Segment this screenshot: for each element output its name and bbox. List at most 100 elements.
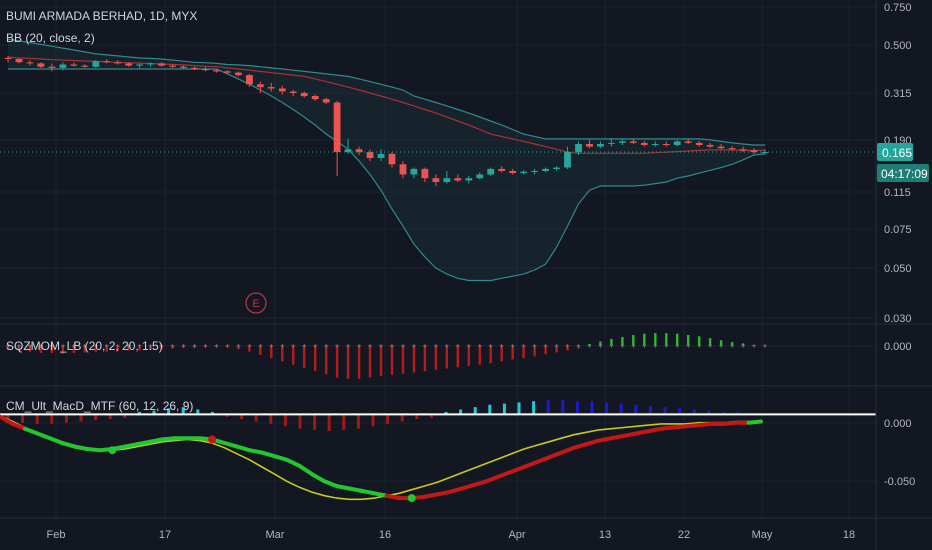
macd-axis[interactable]: 0.000 -0.050	[884, 418, 915, 488]
candle-body	[300, 93, 308, 97]
sqz-cross: +	[455, 341, 460, 350]
candle-body	[267, 87, 275, 89]
macd-line-segment	[546, 450, 564, 460]
macd-line-segment	[147, 437, 165, 444]
earnings-marker[interactable]: E	[245, 292, 267, 314]
sqz-bar	[292, 345, 295, 365]
candle-body	[311, 96, 319, 100]
macd-histogram-bar	[327, 414, 331, 431]
candle-body	[4, 58, 12, 59]
time-tick: May	[752, 529, 773, 541]
macd-histogram-bar	[400, 414, 404, 422]
sqz-legend[interactable]: SQZMOM_LB (20, 2, 20, 1.5)	[6, 339, 163, 353]
sqz-bar	[368, 345, 372, 378]
sqz-cross: +	[115, 341, 120, 350]
sqz-cross: +	[61, 341, 66, 350]
sqz-bar	[708, 338, 712, 346]
sqz-bar	[149, 345, 152, 350]
sqz-bar	[478, 345, 481, 365]
sqz-bar	[445, 345, 448, 369]
sqz-bar	[533, 345, 536, 357]
sqz-bar	[28, 345, 32, 352]
sqz-bar	[226, 345, 229, 348]
macd-histogram-bar	[35, 414, 39, 424]
candle-body	[333, 102, 341, 153]
macd-histogram-bar	[561, 400, 565, 415]
candle-body	[256, 84, 264, 88]
macd-histogram-bar	[415, 414, 419, 420]
time-axis[interactable]: Feb 17 Mar 16 Apr 13 22 May 18	[47, 529, 856, 541]
candle-body	[586, 144, 593, 147]
candle-body	[717, 146, 725, 149]
candle-body	[103, 61, 111, 63]
sqz-cross: +	[642, 341, 647, 350]
sqz-cross: +	[170, 341, 175, 350]
candle-body	[202, 69, 209, 71]
sqz-bar	[434, 345, 438, 370]
earnings-icon[interactable]	[245, 292, 267, 314]
macd-histogram-bar	[108, 414, 112, 420]
macd-legend[interactable]: CM_Ult_MacD_MTF (60, 12, 26, 9)	[6, 399, 193, 413]
macd-histogram-bar	[605, 402, 609, 415]
sqz-cross: +	[401, 341, 406, 350]
sqz-cross: +	[620, 341, 625, 350]
sqz-cross: +	[313, 341, 318, 350]
candle-body	[246, 75, 253, 85]
candle-body	[344, 149, 352, 153]
candle-body	[59, 64, 67, 68]
macd-line-segment	[659, 425, 676, 431]
sqz-cross: +	[148, 341, 153, 350]
candle-body	[487, 168, 495, 175]
sqz-bar	[39, 345, 43, 353]
bb-legend[interactable]: BB (20, close, 2)	[6, 31, 95, 45]
price-axis[interactable]: 0.750 0.500 0.315 0.190 0.115 0.075 0.05…	[884, 2, 912, 325]
sqz-cross: +	[225, 341, 230, 350]
symbol-title[interactable]: BUMI ARMADA BERHAD, 1D, MYX	[6, 9, 197, 23]
macd-histogram-bar	[152, 410, 156, 415]
sqz-cross: +	[39, 341, 44, 350]
macd-line-segment	[260, 450, 277, 459]
macd-histogram-bar	[210, 411, 214, 415]
sqz-cross: +	[653, 341, 658, 350]
bb-lower-line	[8, 68, 766, 282]
sqz-cross: +	[763, 341, 768, 350]
macd-histogram-bar	[488, 404, 492, 415]
candle-body	[399, 164, 407, 175]
macd-histogram-bar	[386, 414, 390, 424]
last-price-tag	[877, 143, 913, 161]
macd-histogram-bar	[517, 402, 521, 415]
macd-line-segment	[497, 469, 514, 479]
sqz-bar	[182, 345, 185, 348]
sqz-bar	[94, 345, 97, 352]
candle-body	[410, 168, 418, 175]
sqz-bar	[270, 345, 273, 359]
macd-line-segment	[596, 436, 614, 443]
price-tick: 0.750	[884, 2, 912, 14]
sqz-axis[interactable]: 0.000	[884, 341, 912, 353]
sqz-bar	[730, 342, 734, 346]
sqz-bar	[610, 338, 613, 346]
macd-line-segment	[347, 486, 364, 493]
macd-histogram-bar	[546, 400, 550, 415]
sqz-bar	[390, 345, 394, 375]
sqz-cross: +	[719, 341, 724, 350]
candle-body	[608, 142, 615, 144]
sqz-bar	[335, 345, 339, 378]
sqz-cross: +	[71, 341, 76, 350]
sqz-bar	[555, 345, 558, 353]
macd-histogram-bar	[473, 407, 477, 415]
sqz-bar	[72, 345, 75, 353]
macd-histogram-bar	[575, 401, 579, 415]
sqz-bar	[566, 345, 569, 351]
sqz-bar	[654, 333, 657, 346]
sqz-cross: +	[477, 341, 482, 350]
candlestick-series[interactable]	[4, 55, 769, 187]
macd-line-segment	[621, 431, 639, 438]
candle-body	[322, 99, 330, 103]
candle-body	[597, 144, 604, 147]
sqz-cross: +	[686, 341, 691, 350]
macd-line-segment	[135, 439, 152, 447]
macd-line-segment	[534, 455, 551, 465]
macd-line-segment	[85, 447, 102, 453]
